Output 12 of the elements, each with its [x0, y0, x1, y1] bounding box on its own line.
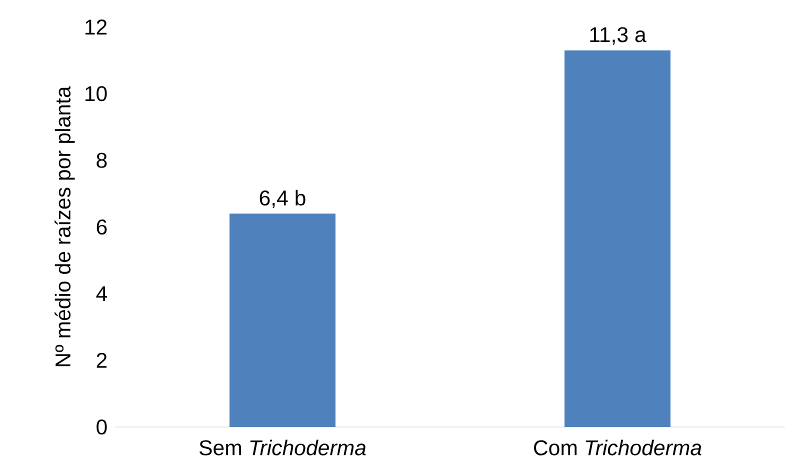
y-tick-label: 4 [96, 286, 107, 301]
data-label: 6,4 b [260, 190, 306, 208]
y-tick-label: 6 [96, 219, 107, 235]
y-tick-label: 2 [96, 352, 107, 368]
x-tick-label: Sem Trichoderma [199, 440, 366, 456]
data-label: 11,3 a [590, 27, 646, 45]
y-tick-label: 12 [86, 20, 107, 34]
x-tick-label: Com Trichoderma [534, 440, 702, 456]
y-axis-title: Nº médio de raízes por planta [54, 86, 75, 366]
y-tick-label: 10 [86, 86, 107, 102]
y-tick-label: 0 [96, 419, 107, 435]
y-tick-label: 8 [96, 152, 107, 168]
